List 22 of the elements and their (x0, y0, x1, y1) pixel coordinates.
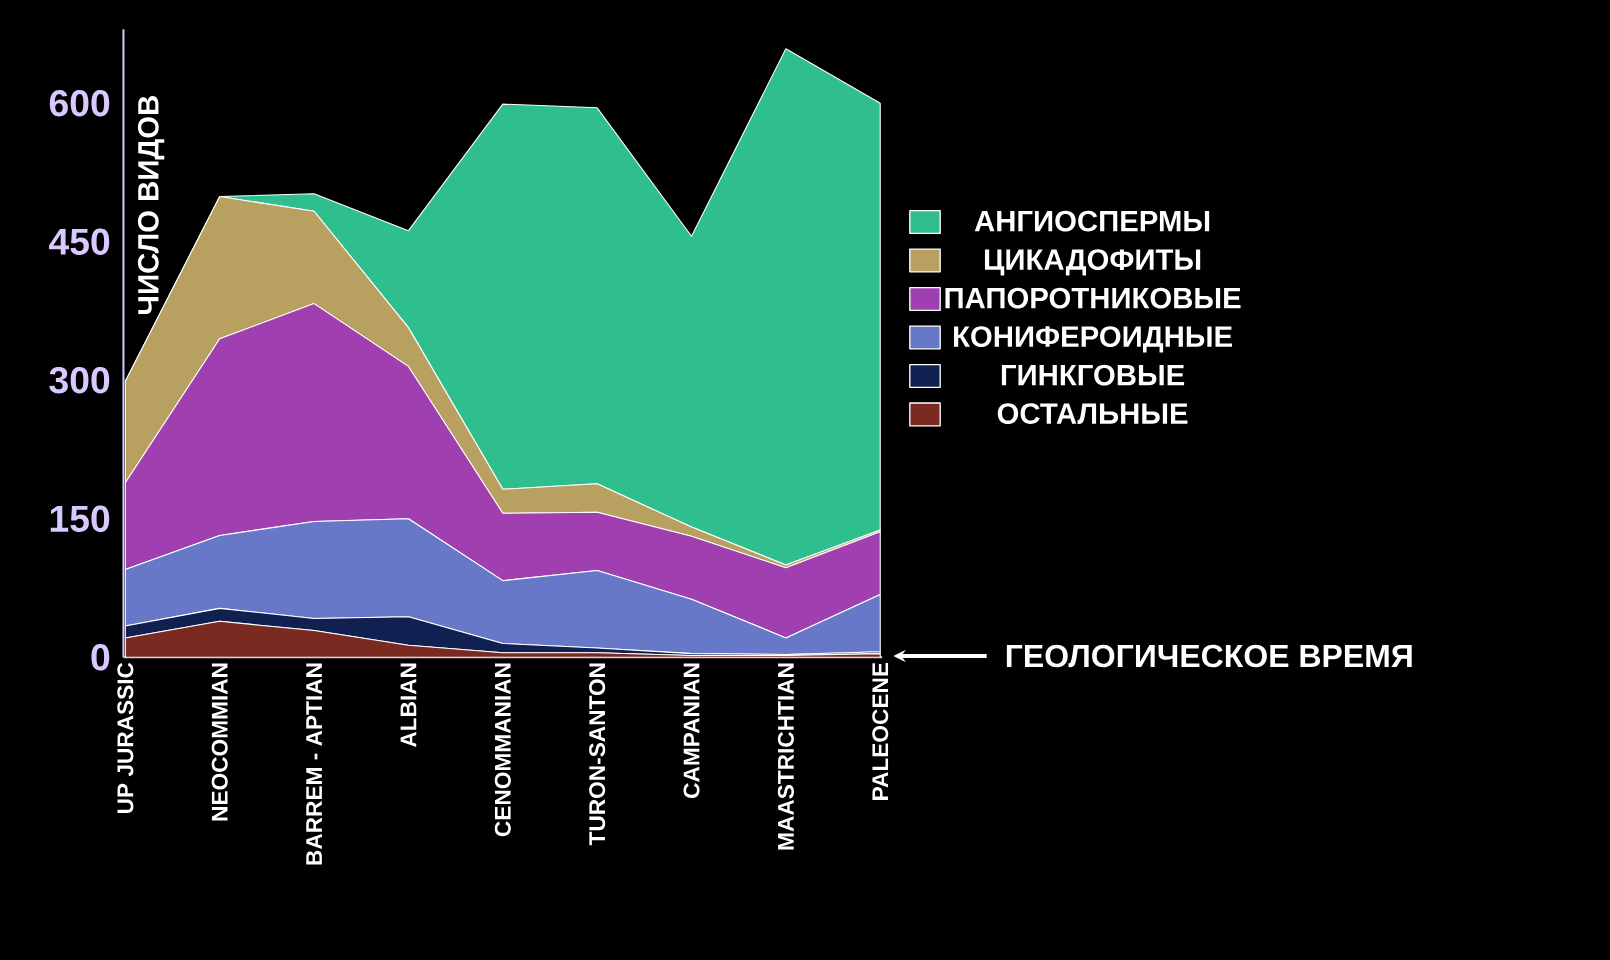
x-tick-label: UP JURASSIC (117, 662, 134, 814)
y-tick-label: 300 (49, 367, 110, 394)
y-tick-label: 150 (50, 505, 110, 532)
x-tick-label: TURON-SANTON (589, 663, 606, 846)
legend-label: ОСТАЛЬНЫЕ (997, 403, 1188, 424)
x-tick-label: BARREM - APTIAN (306, 663, 322, 865)
x-tick-label: MAASTRICHTIAN (777, 663, 794, 850)
x-tick-label: CENOMMANIAN (494, 663, 511, 837)
y-tick-label: 600 (49, 90, 110, 117)
legend-label: ПАПОРОТНИКОВЫЕ (945, 287, 1241, 309)
y-tick-label: 450 (49, 228, 110, 255)
x-tick-label: PALEOCENE (872, 662, 889, 800)
y-tick-label: 0 (91, 644, 110, 671)
x-tick-label: CAMPANIAN (683, 663, 700, 798)
text: ГЕОЛОГИЧЕСКОЕ ВРЕМЯ (1006, 644, 1412, 668)
x-tick-label: ALBIAN (400, 663, 417, 748)
legend-label: КОНИФЕРОИДНЫЕ (954, 326, 1232, 353)
y-axis-title: ЧИСЛО ВИДОВ (137, 96, 165, 315)
x-tick-label: NEOCOMMIAN (211, 663, 228, 821)
legend-label: АНГИОСПЕРМЫ (974, 210, 1210, 232)
legend-label: ЦИКАДОФИТЫ (984, 249, 1201, 276)
legend-label: ГИНКГОВЫЕ (1001, 364, 1185, 386)
